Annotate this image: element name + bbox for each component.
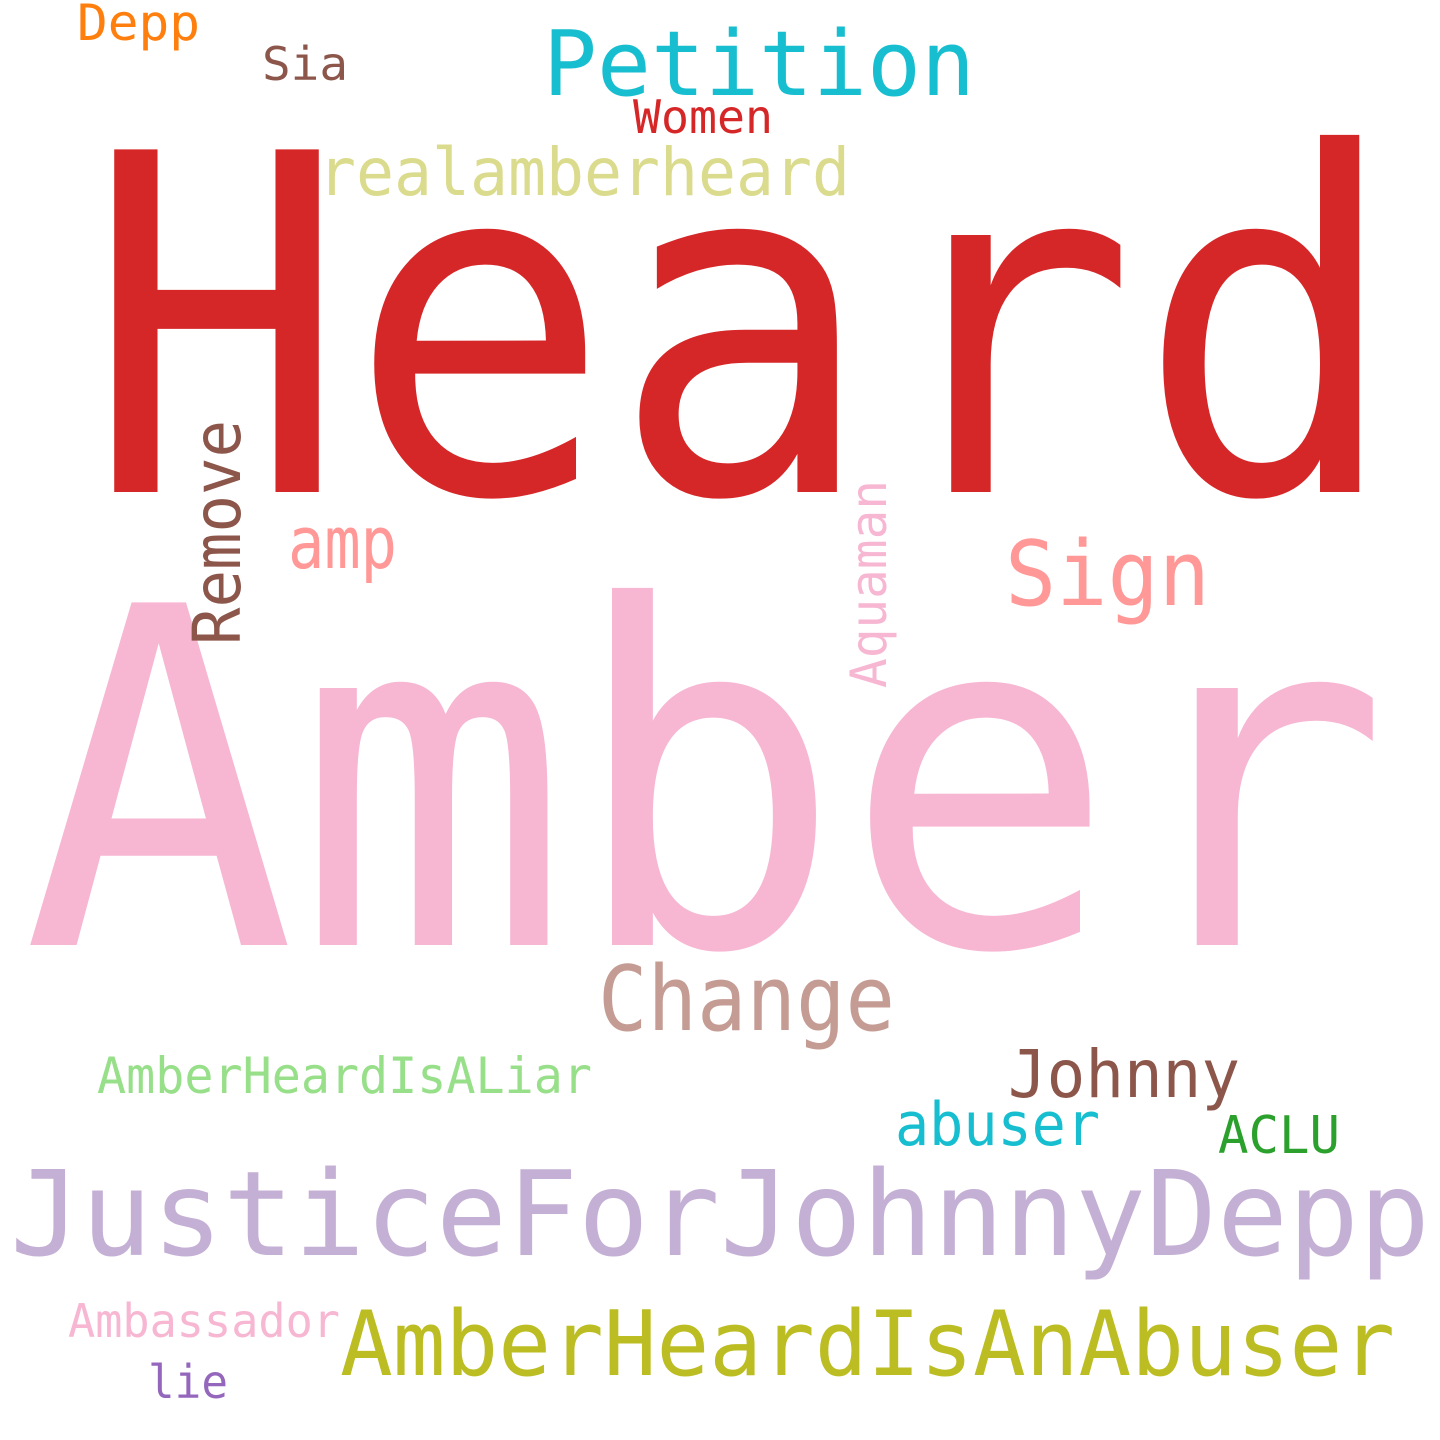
word: Sign <box>1005 522 1210 627</box>
word: Remove <box>179 420 256 645</box>
word: realamberheard <box>318 134 850 211</box>
word: Ambassador <box>68 1294 340 1348</box>
word: AmberHeardIsALiar <box>97 1047 592 1105</box>
word: abuser <box>895 1090 1100 1160</box>
word: Heard <box>85 56 1400 603</box>
word: AmberHeardIsAnAbuser <box>340 1292 1395 1397</box>
word: Aquaman <box>840 480 898 688</box>
word: amp <box>288 501 397 585</box>
word: Petition <box>543 12 975 117</box>
word: Amber <box>22 509 1390 1056</box>
word: Change <box>598 947 895 1052</box>
word: Depp <box>77 0 200 52</box>
word: Sia <box>262 37 348 91</box>
word: Johnny <box>1008 1036 1240 1113</box>
word: ACLU <box>1218 1106 1340 1166</box>
word: Women <box>633 90 773 144</box>
word: JusticeForJohnnyDepp <box>10 1145 1430 1283</box>
word: lie <box>148 1355 228 1409</box>
